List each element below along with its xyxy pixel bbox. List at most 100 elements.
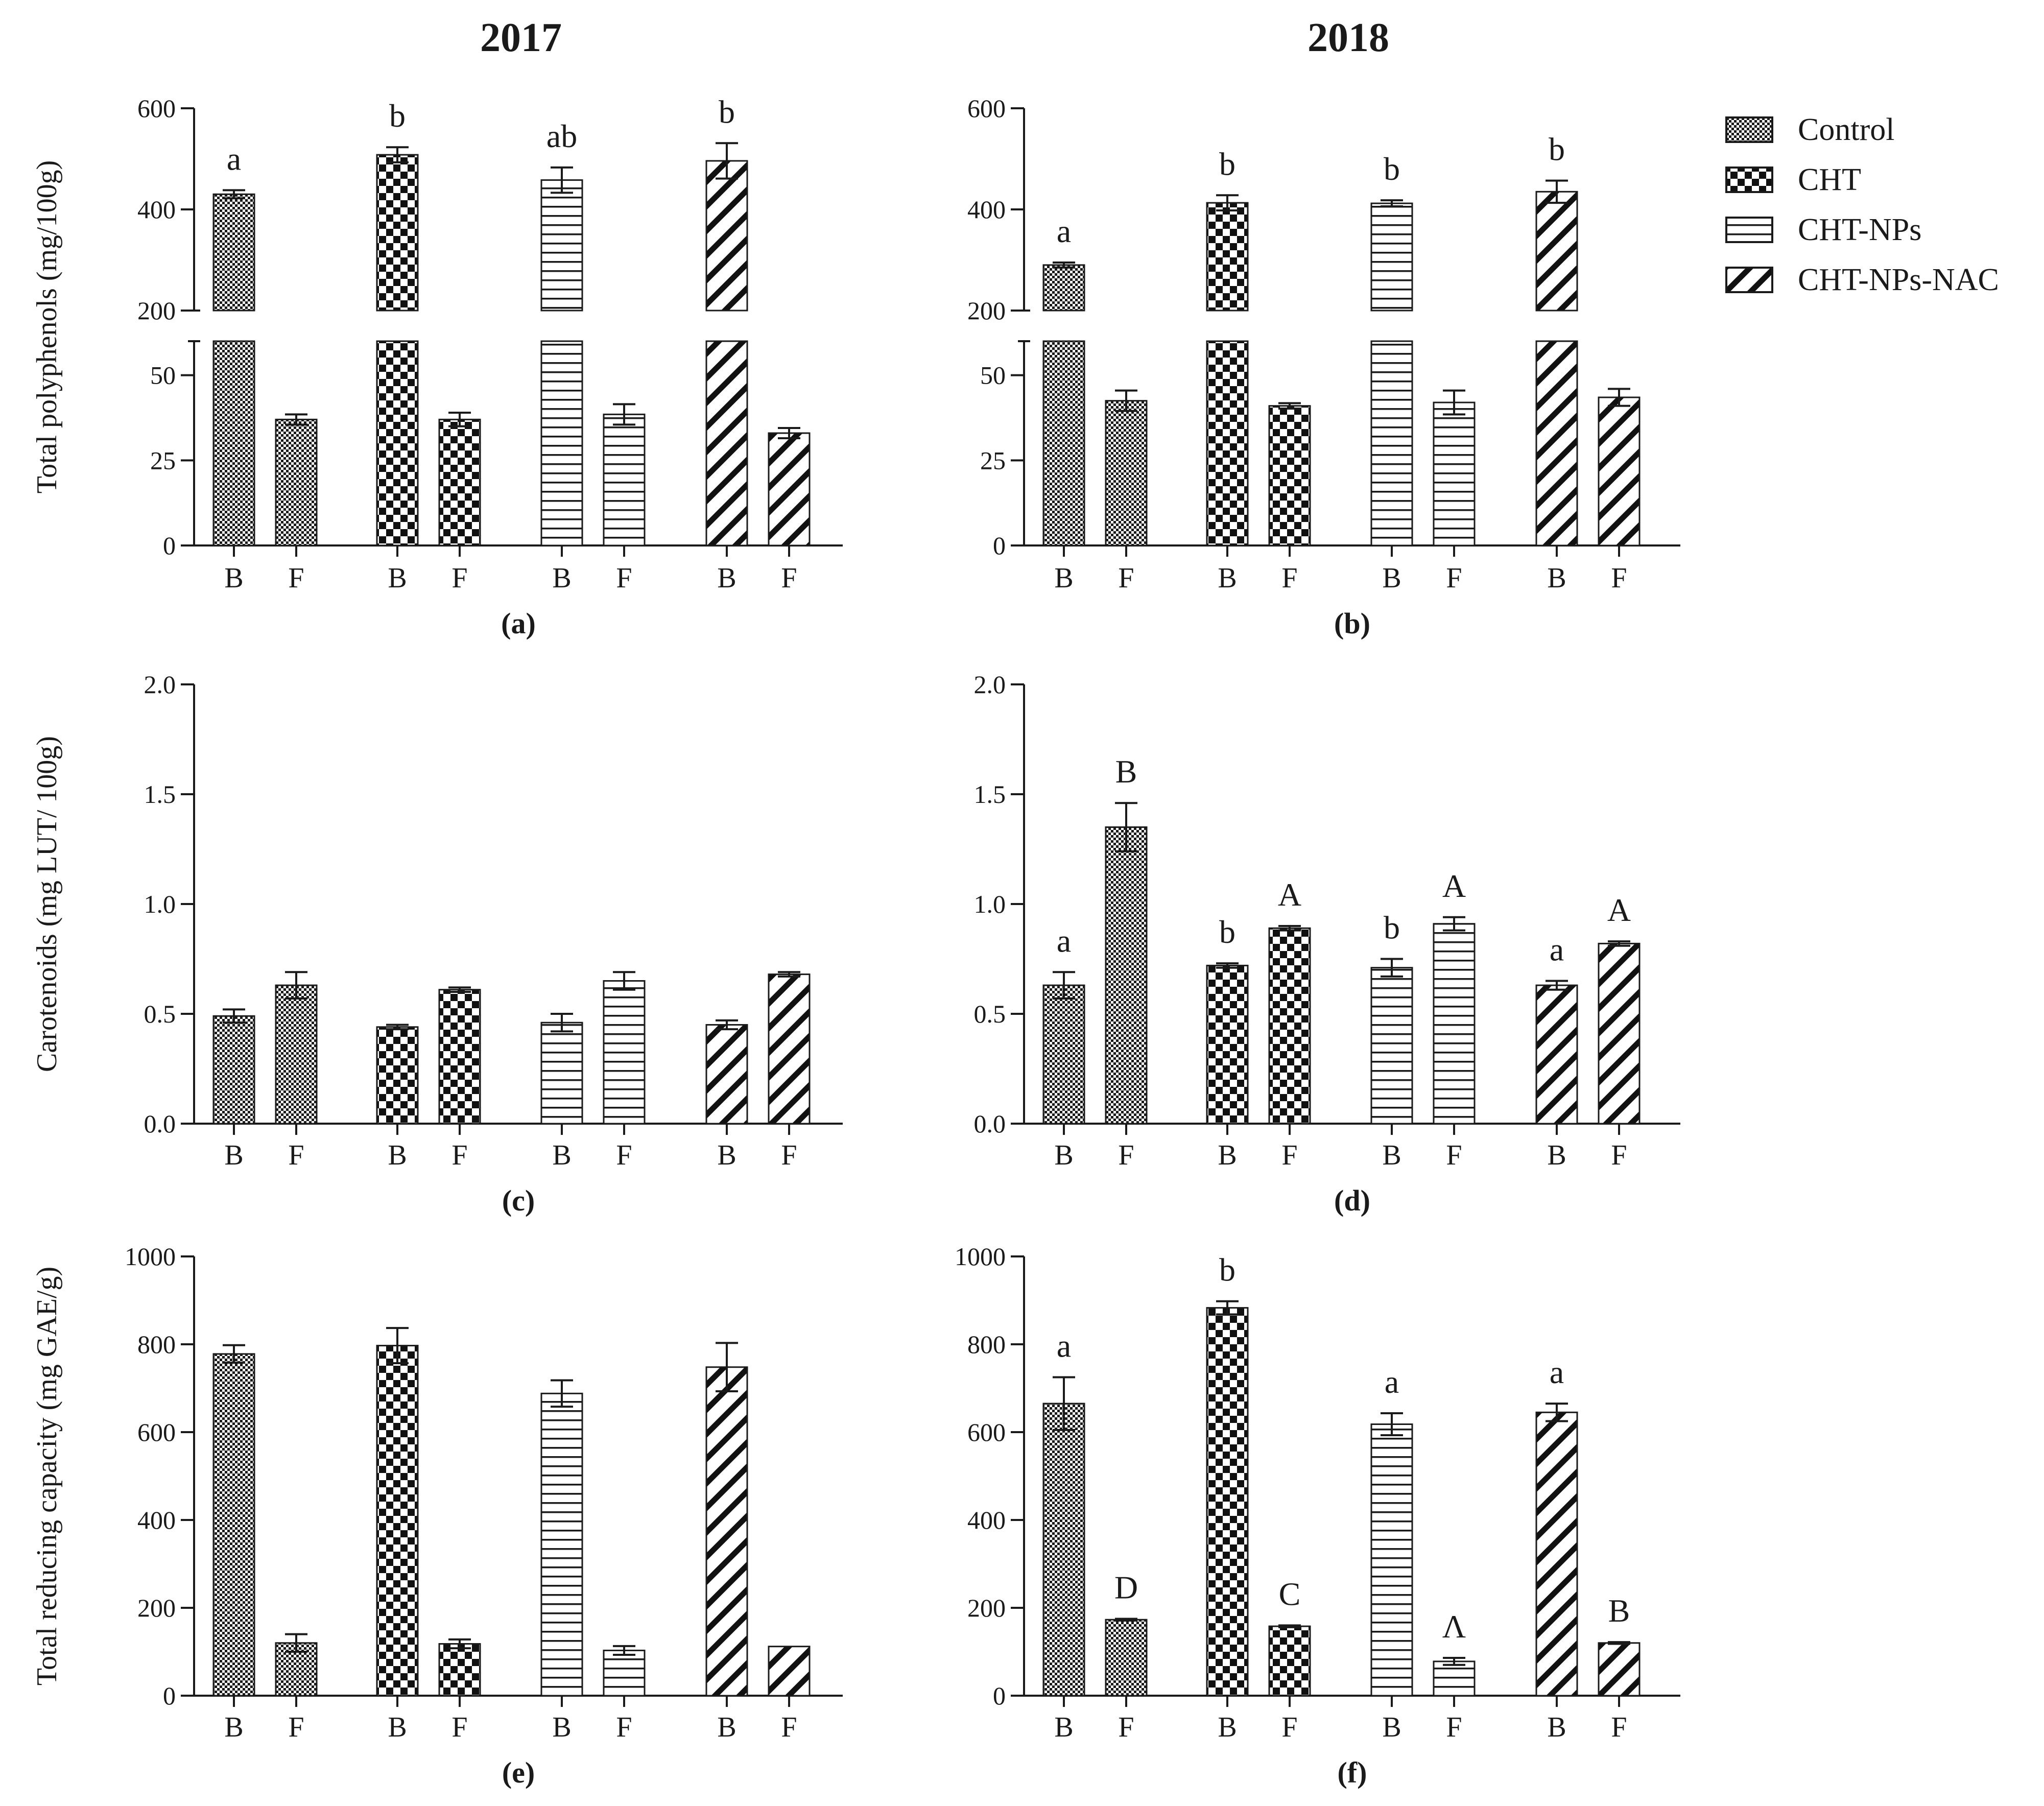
y-tick-label: 400	[137, 195, 176, 224]
significance-letter: b	[1219, 1252, 1235, 1288]
y-tick-label: 400	[967, 1506, 1006, 1534]
column-title-2018: 2018	[1308, 15, 1389, 60]
error-bar	[448, 986, 471, 993]
y-tick-label: 1000	[125, 1242, 176, 1271]
bar-cht-nps-nac-B-upper	[1535, 191, 1578, 312]
significance-letter: B	[1608, 1593, 1630, 1629]
bar-cht-nps-F	[603, 980, 646, 1125]
error-bar	[778, 971, 800, 978]
x-tick-label: B	[1382, 562, 1401, 594]
legend-swatch	[1725, 167, 1773, 193]
error-bar	[1608, 388, 1630, 407]
legend-label: CHT-NPs	[1798, 212, 1921, 247]
panel-label: (d)	[1334, 1184, 1370, 1217]
y-tick-label: 400	[967, 195, 1006, 224]
panel-label: (a)	[501, 607, 536, 640]
y-tick-label: 2.0	[144, 670, 176, 699]
bar-cht-nps-B	[540, 1392, 583, 1697]
x-tick-label: B	[1054, 562, 1073, 594]
bar-cht-nps-nac-B	[1535, 340, 1578, 546]
bar-cht-F	[438, 1643, 481, 1697]
error-bar	[1546, 179, 1568, 204]
legend-label: CHT-NPs-NAC	[1798, 263, 1999, 297]
error-bar	[778, 427, 800, 439]
error-bar	[551, 166, 573, 194]
bar-cht-nps-B	[1370, 1423, 1413, 1697]
x-tick-label: F	[1118, 1139, 1134, 1171]
y-tick-label: 0	[163, 1681, 176, 1710]
significance-letter: a	[1057, 1328, 1071, 1364]
error-bar	[1053, 1376, 1075, 1431]
bar-cht-nps-F	[1433, 923, 1476, 1125]
significance-letter: a	[1550, 1354, 1564, 1390]
bar-control-F	[275, 418, 318, 546]
bar-cht-nps-F	[603, 413, 646, 546]
error-bar	[285, 413, 307, 426]
bar-cht-nps-nac-B	[705, 1366, 748, 1697]
y-tick-label: 600	[967, 94, 1006, 123]
error-bar	[551, 1379, 573, 1408]
bar-control-B	[212, 1353, 255, 1697]
y-tick-label: 0	[993, 531, 1006, 560]
bar-cht-B	[1206, 964, 1249, 1125]
error-bar	[386, 1024, 409, 1031]
bar-cht-nps-nac-F	[1598, 396, 1641, 546]
legend-label: CHT	[1798, 162, 1861, 197]
bar-control-F	[275, 984, 318, 1125]
x-tick-label: F	[1446, 1139, 1462, 1171]
x-tick-label: F	[781, 1139, 797, 1171]
x-tick-label: B	[552, 562, 571, 594]
bar-cht-F	[1268, 405, 1311, 546]
bar-cht-B	[376, 1026, 419, 1125]
error-bar	[1278, 402, 1301, 410]
bar-cht-nps-nac-B	[705, 1024, 748, 1125]
bar-cht-nps-F	[603, 1649, 646, 1697]
y-tick-label: 200	[967, 296, 1006, 325]
panel-f: 0 200 400 600 800 1000 a B D Fb B C Fa B Λ Fa B B F (f)	[955, 1242, 1680, 1789]
bar-cht-F	[438, 418, 481, 546]
x-tick-label: F	[1118, 1712, 1134, 1743]
significance-letter: b	[1219, 146, 1235, 182]
y-tick-label: 0.5	[974, 1000, 1006, 1028]
error-bar	[1546, 980, 1568, 991]
error-bar	[716, 142, 738, 180]
error-bar	[551, 1013, 573, 1033]
bar-cht-B-upper	[1206, 202, 1249, 312]
bar-cht-nps-B-upper	[540, 179, 583, 312]
x-tick-label: B	[1218, 1139, 1237, 1171]
x-tick-label: B	[388, 1712, 407, 1743]
y-tick-label: 200	[137, 296, 176, 325]
y-tick-label: 0.0	[974, 1109, 1006, 1138]
error-bar	[1278, 1624, 1301, 1628]
significance-letter: b	[1384, 151, 1400, 187]
error-bar	[1608, 940, 1630, 947]
error-bar	[1443, 916, 1465, 932]
bar-cht-nps-F	[1433, 1660, 1476, 1697]
bar-cht-nps-nac-F	[768, 1646, 811, 1697]
x-tick-label: B	[224, 562, 243, 594]
significance-letter: ab	[546, 118, 577, 154]
y-tick-label: 600	[967, 1418, 1006, 1446]
y-tick-label: 0	[993, 1681, 1006, 1710]
bar-cht-B-upper	[376, 154, 419, 312]
x-tick-label: B	[1547, 1712, 1566, 1743]
error-bar	[1216, 1300, 1239, 1316]
error-bar	[613, 1645, 635, 1656]
bar-cht-nps-F	[1433, 401, 1476, 546]
error-bar	[613, 403, 635, 426]
significance-letter: b	[1219, 914, 1235, 950]
y-axis-label: Carotenoids (mg LUT/ 100g)	[31, 736, 63, 1072]
bar-cht-nps-nac-B	[1535, 1411, 1578, 1697]
x-tick-label: F	[1281, 1712, 1297, 1743]
y-tick-label: 1000	[955, 1242, 1006, 1271]
significance-letter: B	[1115, 753, 1137, 790]
y-tick-label: 200	[137, 1594, 176, 1622]
error-bar	[1115, 802, 1137, 852]
x-tick-label: F	[288, 562, 304, 594]
y-tick-label: 0.0	[144, 1109, 176, 1138]
bar-control-B-upper	[212, 193, 255, 312]
panel-label: (e)	[502, 1756, 535, 1789]
significance-letter: b	[719, 93, 735, 130]
x-tick-label: B	[717, 562, 736, 594]
panel-label: (c)	[502, 1184, 535, 1217]
